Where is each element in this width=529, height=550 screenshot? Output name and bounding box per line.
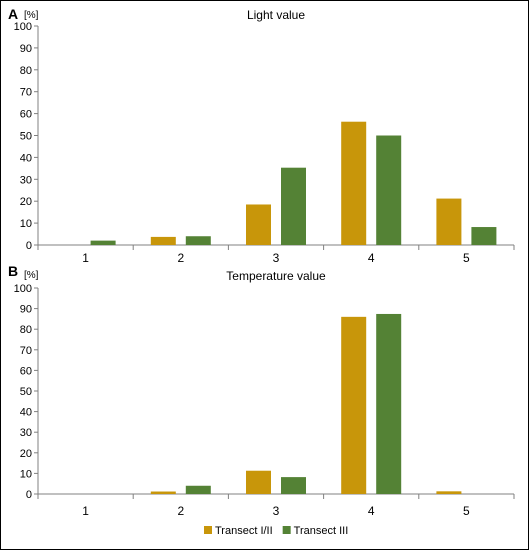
x-category-label: 3: [273, 504, 280, 518]
bar-transect-i-ii: [150, 236, 176, 245]
legend-label: Transect III: [294, 525, 349, 537]
x-category-label: 4: [368, 251, 375, 265]
legend-swatch: [282, 526, 291, 534]
y-tick-label: 20: [20, 448, 32, 460]
bar-transect-iii: [281, 167, 306, 245]
bar-transect-i-ii: [436, 491, 462, 494]
legend-label: Transect I/II: [215, 525, 273, 537]
y-tick-label: 70: [20, 87, 32, 99]
legend-swatch: [204, 526, 212, 534]
chart-title: Temperature value: [226, 269, 326, 283]
x-category-label: 5: [463, 251, 470, 265]
bar-transect-i-ii: [341, 316, 367, 494]
y-tick-label: 10: [20, 468, 32, 480]
y-tick-label: 100: [14, 21, 32, 33]
x-category-label: 1: [82, 251, 89, 265]
panel-letter: A: [8, 6, 18, 22]
x-category-label: 2: [177, 504, 184, 518]
y-tick-label: 30: [20, 174, 32, 186]
y-tick-label: 40: [20, 407, 32, 419]
bar-transect-iii: [471, 227, 497, 245]
y-tick-label: 0: [26, 489, 32, 501]
bar-transect-iii: [376, 313, 402, 494]
bar-transect-iii: [185, 485, 211, 494]
chart-title: Light value: [247, 8, 305, 22]
bar-transect-i-ii: [341, 121, 367, 245]
y-axis-unit: [%]: [24, 270, 39, 281]
y-tick-label: 100: [14, 283, 32, 295]
x-category-label: 4: [368, 504, 375, 518]
y-tick-label: 20: [20, 196, 32, 208]
y-tick-label: 80: [20, 65, 32, 77]
bar-transect-i-ii: [150, 491, 176, 494]
bar-transect-iii: [185, 236, 211, 245]
y-tick-label: 60: [20, 365, 32, 377]
y-tick-label: 60: [20, 109, 32, 121]
y-tick-label: 70: [20, 345, 32, 357]
bar-transect-i-ii: [246, 204, 271, 245]
x-category-label: 5: [463, 504, 470, 518]
x-category-label: 2: [177, 251, 184, 265]
panel-letter: B: [8, 263, 18, 279]
bar-transect-iii: [90, 240, 116, 245]
y-tick-label: 50: [20, 131, 32, 143]
bar-transect-i-ii: [246, 470, 271, 494]
bar-transect-i-ii: [436, 198, 462, 245]
y-tick-label: 10: [20, 218, 32, 230]
y-tick-label: 50: [20, 386, 32, 398]
y-tick-label: 40: [20, 152, 32, 164]
y-axis-unit: [%]: [24, 10, 39, 21]
bar-transect-iii: [376, 135, 402, 245]
y-tick-label: 90: [20, 304, 32, 316]
x-category-label: 3: [273, 251, 280, 265]
x-category-label: 1: [82, 504, 89, 518]
y-tick-label: 0: [26, 240, 32, 252]
y-tick-label: 30: [20, 427, 32, 439]
y-tick-label: 90: [20, 43, 32, 55]
bar-transect-iii: [281, 477, 306, 494]
y-tick-label: 80: [20, 324, 32, 336]
